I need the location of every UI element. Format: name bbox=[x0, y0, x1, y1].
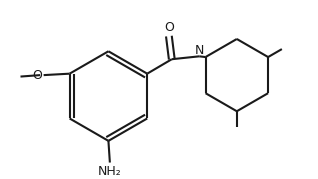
Text: O: O bbox=[164, 21, 174, 34]
Text: O: O bbox=[32, 69, 42, 82]
Text: NH₂: NH₂ bbox=[98, 165, 122, 178]
Text: N: N bbox=[195, 44, 204, 57]
